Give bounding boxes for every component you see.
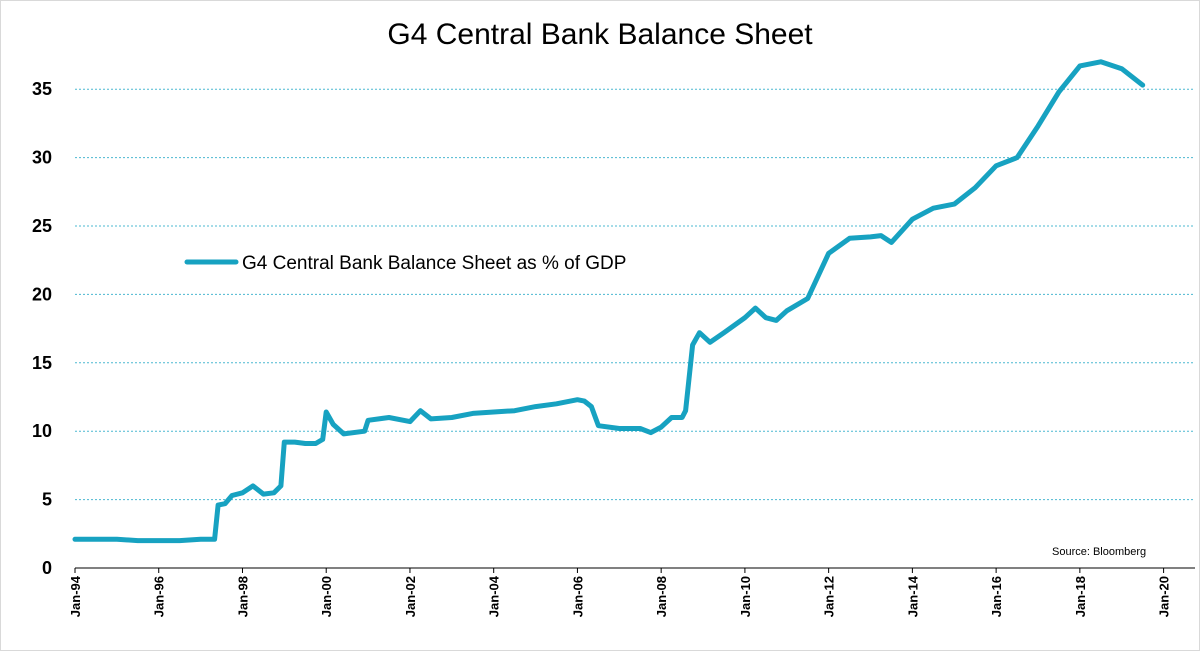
y-tick-label: 10 — [32, 421, 52, 441]
x-tick-label: Jan-98 — [235, 576, 250, 617]
x-tick-label: Jan-08 — [654, 576, 669, 617]
y-tick-label: 5 — [42, 490, 52, 510]
chart-title: G4 Central Bank Balance Sheet — [387, 18, 813, 51]
x-axis-tick-labels: Jan-94 Jan-96 Jan-98 Jan-00 Jan-02 Jan-04 Jan-… — [68, 575, 1172, 617]
source-note: Source: Bloomberg — [1052, 546, 1147, 558]
y-tick-label: 15 — [32, 353, 52, 373]
x-axis-tick-marks — [74, 568, 1165, 573]
legend-label: G4 Central Bank Balance Sheet as % of GD… — [242, 253, 626, 274]
x-tick-label: Jan-02 — [403, 576, 418, 617]
x-tick-label: Jan-16 — [989, 576, 1004, 617]
legend: G4 Central Bank Balance Sheet as % of GD… — [184, 253, 626, 274]
y-tick-label: 25 — [32, 216, 52, 236]
x-tick-label: Jan-04 — [487, 575, 502, 617]
y-tick-label: 30 — [32, 148, 52, 168]
x-tick-label: Jan-14 — [905, 575, 920, 617]
x-tick-label: Jan-96 — [152, 576, 167, 617]
x-tick-label: Jan-00 — [319, 576, 334, 617]
x-tick-label: Jan-06 — [570, 576, 585, 617]
x-tick-label: Jan-94 — [68, 575, 83, 617]
x-tick-label: Jan-12 — [822, 576, 837, 617]
y-axis-tick-labels: 0 5 10 15 20 25 30 35 — [32, 79, 52, 578]
gridlines — [75, 88, 1195, 501]
series-line — [72, 59, 1146, 544]
x-tick-label: Jan-18 — [1073, 576, 1088, 617]
y-tick-label: 35 — [32, 79, 52, 99]
x-tick-label: Jan-10 — [738, 576, 753, 617]
y-tick-label: 0 — [42, 558, 52, 578]
x-tick-label: Jan-20 — [1157, 576, 1172, 617]
y-tick-label: 20 — [32, 284, 52, 304]
